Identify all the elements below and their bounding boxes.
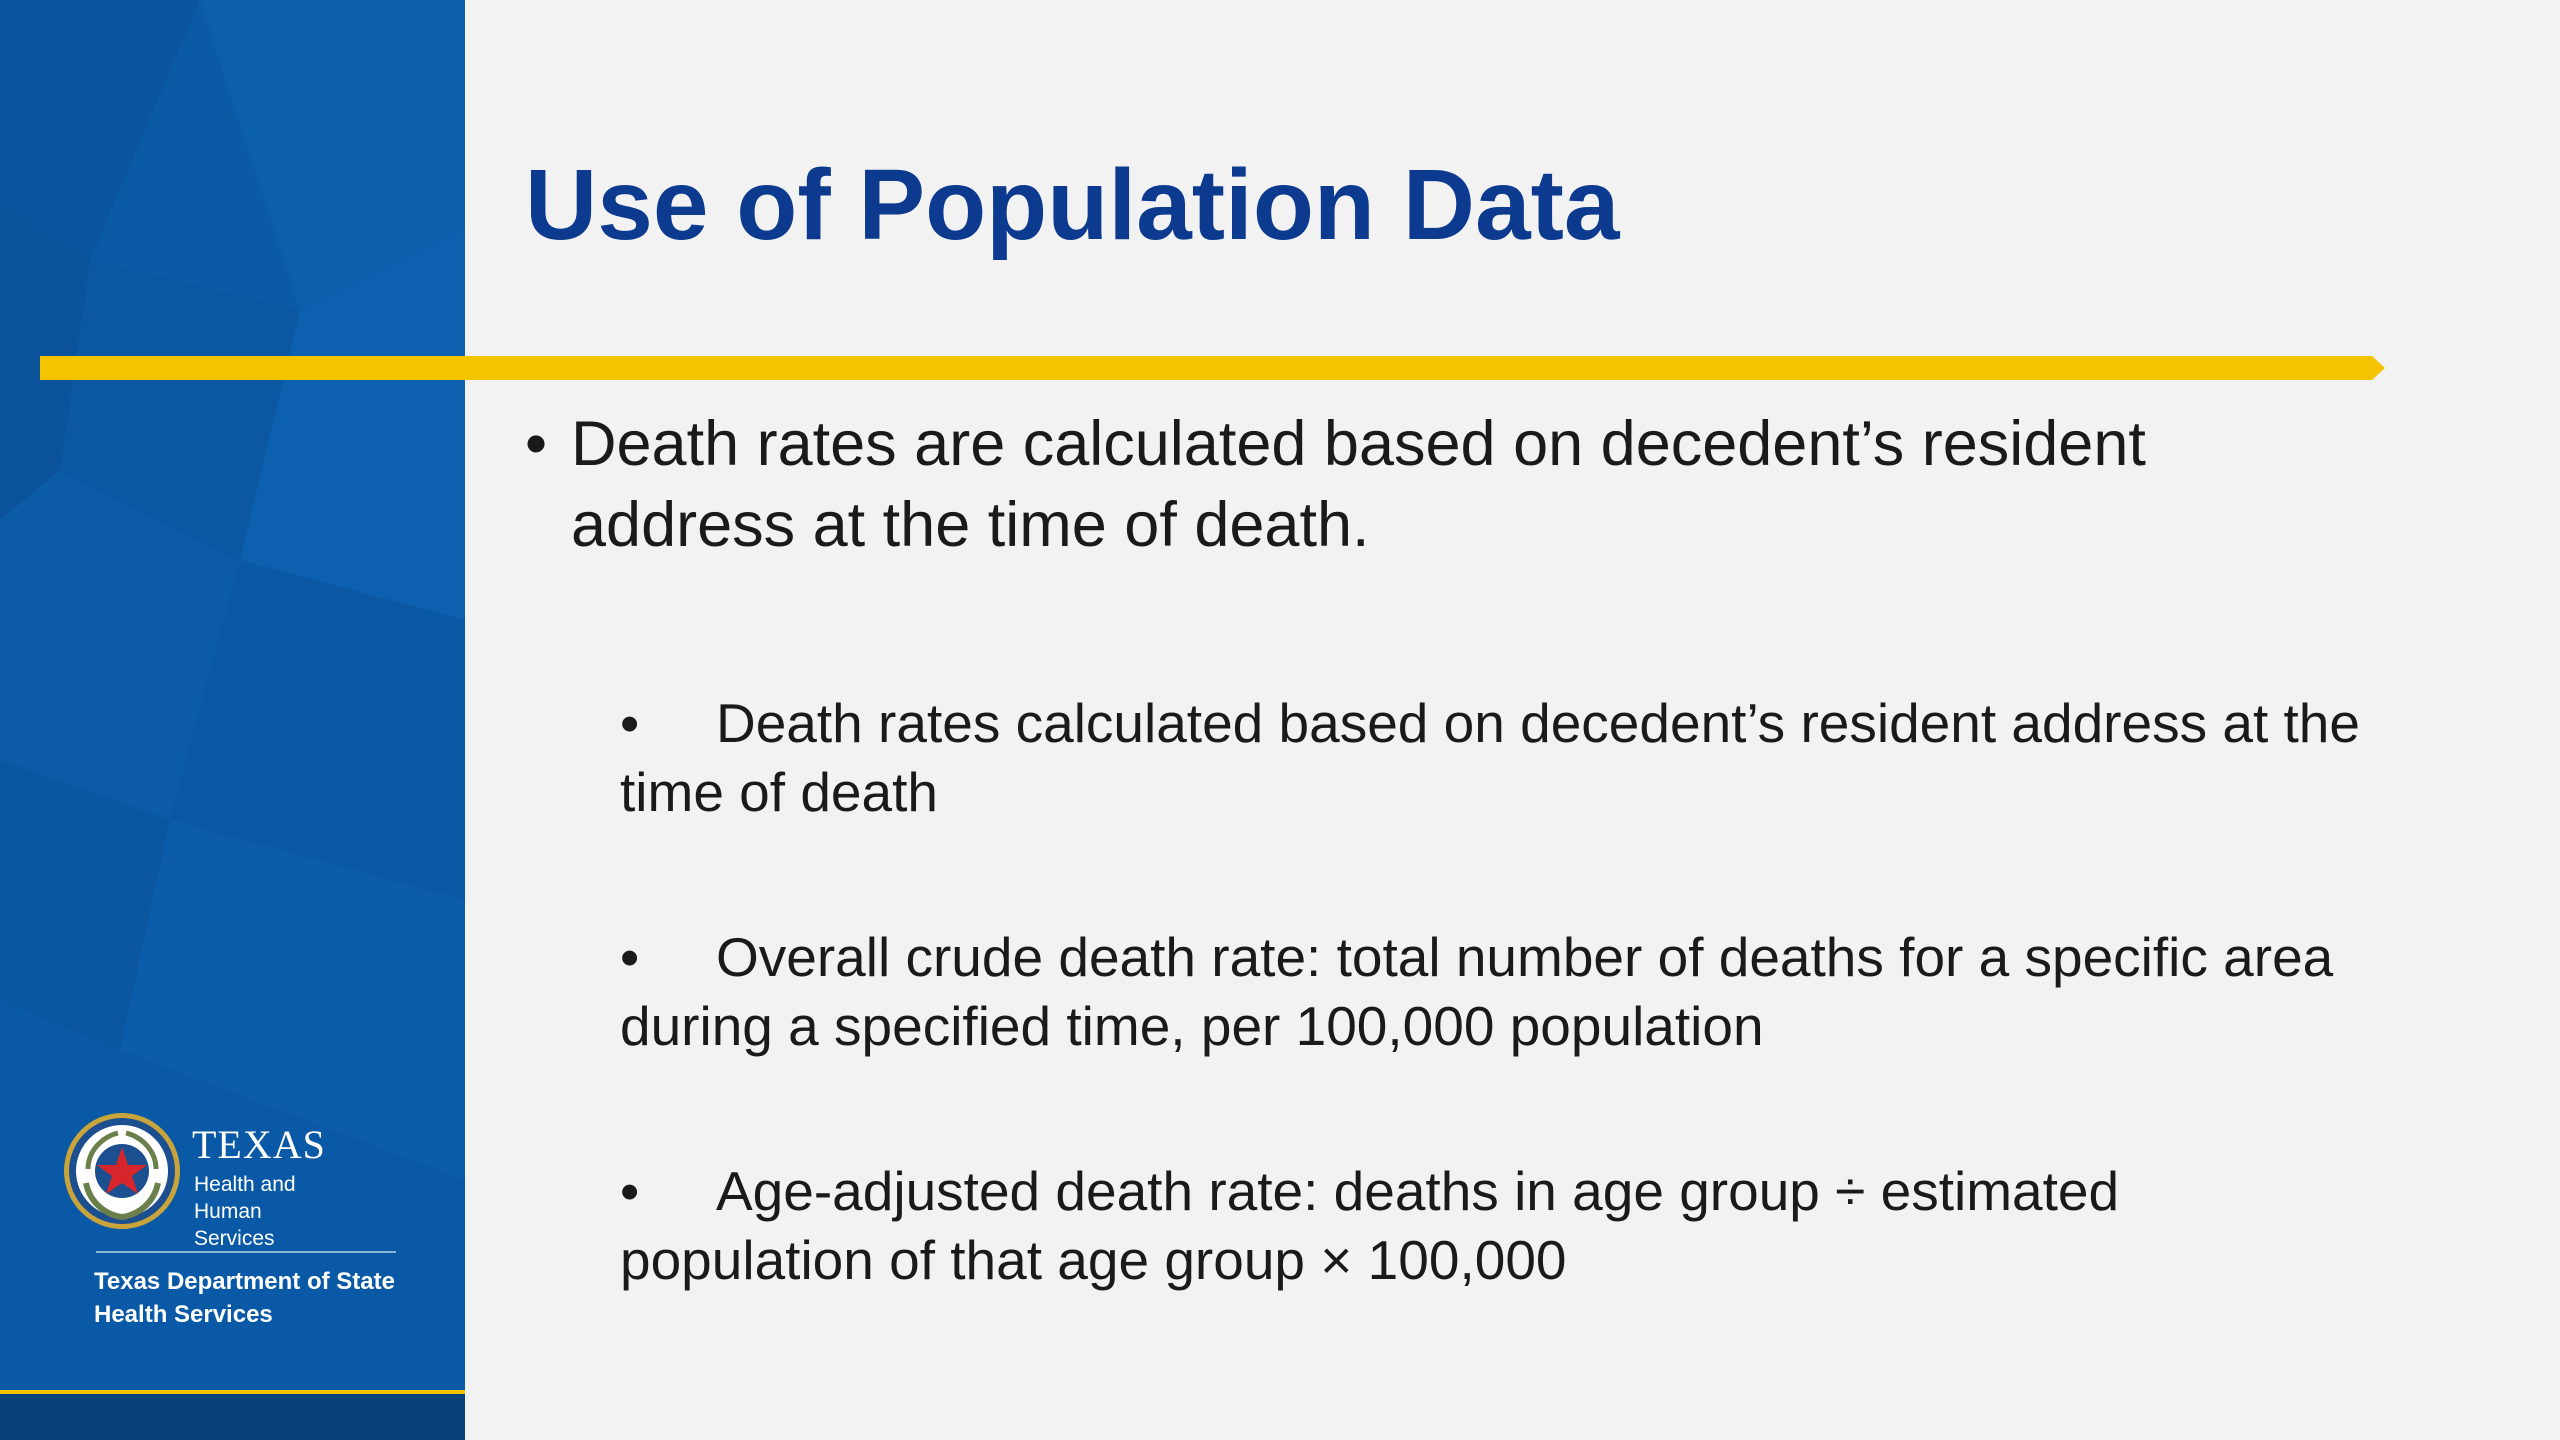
dshs-logo: TEXAS Health and Human Services Texas De… xyxy=(60,1105,420,1345)
logo-dshs-text: Texas Department of State Health Service… xyxy=(94,1265,414,1331)
logo-hhs-text: Health and Human Services xyxy=(194,1171,364,1252)
sidebar-bottom-band xyxy=(0,1394,465,1440)
title-divider-bar xyxy=(40,356,2385,380)
bullet-glyph: • xyxy=(620,1160,640,1222)
slide-title: Use of Population Data xyxy=(525,149,1620,261)
logo-divider xyxy=(96,1251,396,1253)
logo-hhs-line2: Services xyxy=(194,1227,275,1250)
logo-hhs-line1: Health and Human xyxy=(194,1173,296,1223)
sub-bullet: • Overall crude death rate: total number … xyxy=(620,923,2380,1061)
logo-dshs-line1: Texas Department of State xyxy=(94,1268,395,1295)
sub-bullet-text: Death rates calculated based on decedent… xyxy=(620,692,2360,823)
bullet-glyph: • xyxy=(620,692,640,754)
sidebar-background-pattern xyxy=(0,0,465,1390)
bullet-glyph: • xyxy=(620,926,640,988)
main-bullet-text: Death rates are calculated based on dece… xyxy=(571,409,2146,560)
logo-wordmark: TEXAS xyxy=(192,1122,326,1167)
sub-bullet: • Death rates calculated based on deceden… xyxy=(620,689,2380,827)
sub-bullet: • Age-adjusted death rate: deaths in age … xyxy=(620,1157,2380,1295)
sidebar-accent-line xyxy=(0,1390,465,1394)
main-bullet: • Death rates are calculated based on de… xyxy=(525,404,2385,566)
texas-seal-icon xyxy=(64,1113,180,1229)
bullet-glyph: • xyxy=(525,409,548,479)
sidebar-panel: TEXAS Health and Human Services Texas De… xyxy=(0,0,465,1440)
logo-dshs-line2: Health Services xyxy=(94,1301,273,1328)
sub-bullet-text: Age-adjusted death rate: deaths in age g… xyxy=(620,1160,2120,1291)
sub-bullet-text: Overall crude death rate: total number o… xyxy=(620,926,2334,1057)
